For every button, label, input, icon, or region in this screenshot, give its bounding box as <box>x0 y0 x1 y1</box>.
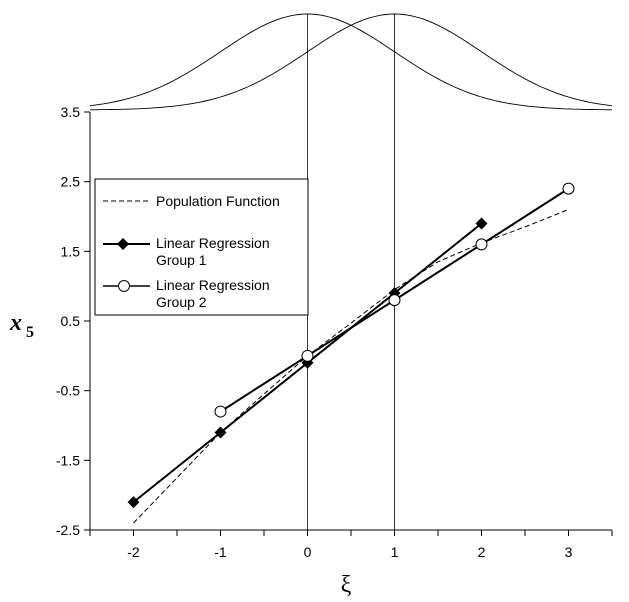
x-tick-label: -2 <box>127 544 140 560</box>
y-tick-label: -2.5 <box>56 522 80 538</box>
legend-label-population: Population Function <box>156 193 280 209</box>
legend-label-group2-line2: Group 2 <box>156 294 207 310</box>
density-curves <box>89 13 613 111</box>
density-curve-1 <box>89 13 612 111</box>
legend-box <box>94 178 309 316</box>
series-line-1 <box>133 209 569 524</box>
series-layer <box>127 182 575 524</box>
legend-marker-group1 <box>117 238 129 250</box>
x-tick-label: 0 <box>304 544 312 560</box>
y-tick-label: -0.5 <box>56 383 80 399</box>
x-tick-label: 2 <box>478 544 486 560</box>
point-diamond <box>127 496 140 509</box>
legend-label-group1-line1: Linear Regression <box>156 235 270 251</box>
point-diamond <box>475 217 488 230</box>
x-tick-label: 3 <box>565 544 573 560</box>
x-axis-title: ξ <box>341 572 352 598</box>
y-axis-title-subscript: 5 <box>26 324 34 341</box>
point-circle <box>475 238 488 251</box>
legend-marker-group2 <box>118 280 130 292</box>
density-curve-2 <box>90 13 613 111</box>
y-axis-title: x <box>9 310 22 336</box>
legend: Population Function Linear Regression Gr… <box>94 178 309 316</box>
y-tick-label: 3.5 <box>61 104 81 120</box>
point-diamond <box>214 426 227 439</box>
point-circle <box>562 182 575 195</box>
y-tick-label: 1.5 <box>61 243 81 259</box>
y-tick-label: 2.5 <box>61 174 81 190</box>
x-tick-label: -1 <box>214 544 227 560</box>
point-circle <box>301 349 314 362</box>
axes: -2.5 -1.5 -0.5 0.5 1.5 2.5 3.5 -2 -1 0 1 2 3 <box>56 14 613 560</box>
legend-label-group2-line1: Linear Regression <box>156 277 270 293</box>
y-tick-label: -1.5 <box>56 452 80 468</box>
legend-label-group1-line2: Group 1 <box>156 252 207 268</box>
point-circle <box>214 405 227 418</box>
y-tick-label: 0.5 <box>61 313 81 329</box>
x-tick-label: 1 <box>391 544 399 560</box>
point-circle <box>388 294 401 307</box>
